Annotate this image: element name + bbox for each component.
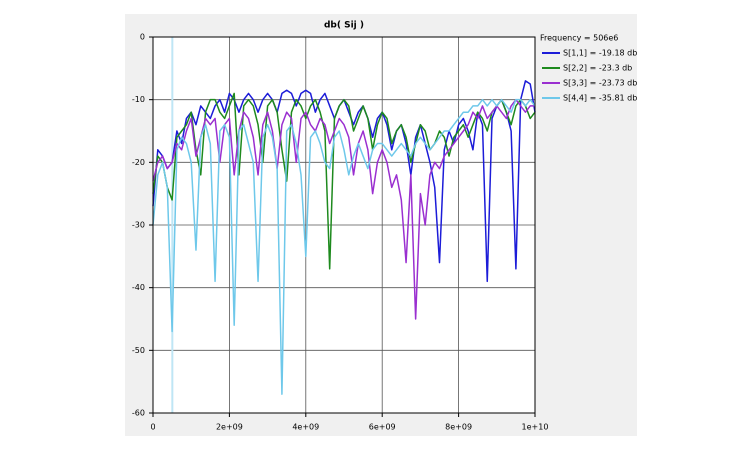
x-tick-label: 6e+09 (369, 423, 396, 432)
series-line (152, 92, 536, 270)
y-tick-label: 0 (140, 33, 145, 42)
x-tick-label: 2e+09 (216, 423, 243, 432)
legend-label: S[3,3] = -23.73 db (563, 79, 637, 88)
legend-label: S[4,4] = -35.81 db (563, 94, 637, 103)
x-tick-label: 0 (150, 423, 155, 432)
series-line (152, 98, 535, 320)
chart-title: db( Sij ) (324, 21, 364, 31)
legend-title: Frequency = 506e6 (540, 34, 618, 43)
x-tick-label: 1e+10 (522, 423, 549, 432)
y-tick-label: -10 (132, 95, 145, 104)
legend-label: S[1,1] = -19.18 db (563, 49, 637, 58)
y-tick-label: -50 (132, 346, 145, 355)
x-tick-label: 8e+09 (445, 423, 472, 432)
x-tick-label: 4e+09 (292, 423, 319, 432)
y-tick-label: -30 (132, 221, 145, 230)
series-line (152, 98, 536, 395)
legend-label: S[2,2] = -23.3 db (563, 64, 632, 73)
y-tick-label: -60 (132, 409, 145, 418)
y-tick-label: -40 (132, 283, 145, 292)
y-tick-label: -20 (132, 158, 145, 167)
